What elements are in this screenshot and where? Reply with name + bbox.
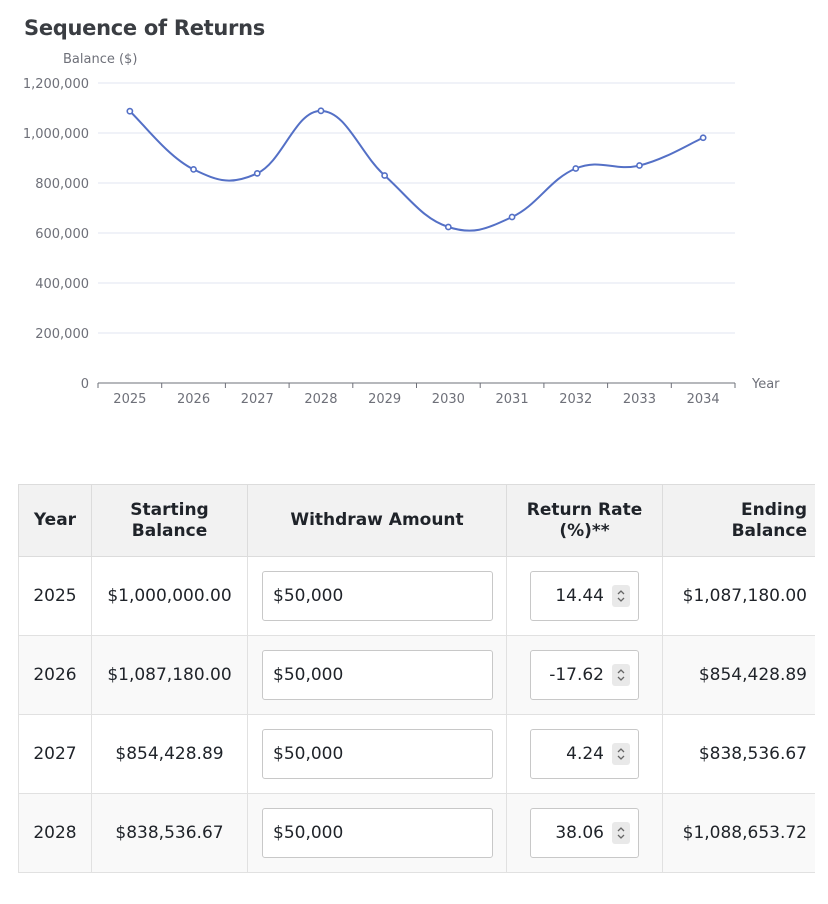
balance-line-chart: 0 200,000 400,000 600,000 800,000 1,000,000 1,… (23, 52, 780, 407)
header-year: Year (18, 484, 92, 557)
x-tick-label: 2026 (177, 392, 210, 407)
cell-withdraw (247, 793, 507, 873)
returns-table: Year Starting Balance Withdraw Amount Ret… (18, 484, 815, 873)
cell-starting-balance: $1,000,000.00 (91, 556, 248, 636)
withdraw-amount-input[interactable] (262, 571, 493, 621)
cell-withdraw (247, 556, 507, 636)
x-tick-label: 2025 (113, 392, 146, 407)
table-row: 2027$854,428.89 4.24 $838,536.67 (18, 714, 815, 794)
data-point (572, 165, 580, 172)
cell-return-rate: 38.06 (506, 793, 663, 873)
x-tick-label: 2028 (304, 392, 337, 407)
table-row: 2028$838,536.67 38.06 $1,088,653.72 (18, 793, 815, 873)
cell-withdraw (247, 635, 507, 715)
y-tick-label: 800,000 (35, 177, 89, 192)
return-rate-input[interactable]: 4.24 (530, 729, 639, 779)
y-tick-label: 1,200,000 (23, 77, 89, 92)
stepper-arrows-icon[interactable] (612, 822, 630, 844)
x-tick-label: 2030 (432, 392, 465, 407)
x-axis-title: Year (751, 377, 780, 392)
cell-ending-balance: $854,428.89 (662, 635, 815, 715)
y-axis-title: Balance ($) (63, 52, 137, 67)
data-point (444, 223, 452, 231)
data-point (636, 162, 643, 169)
data-point (126, 107, 134, 115)
y-tick-label: 0 (81, 377, 89, 392)
x-tick-label: 2031 (496, 392, 529, 407)
withdraw-amount-input[interactable] (262, 808, 493, 858)
return-rate-input[interactable]: -17.62 (530, 650, 639, 700)
data-point (190, 165, 197, 173)
cell-year: 2028 (18, 793, 92, 873)
series-points (126, 107, 707, 231)
returns-table-container: Year Starting Balance Withdraw Amount Ret… (18, 484, 815, 904)
data-point (508, 213, 516, 221)
data-point (381, 172, 389, 179)
withdraw-amount-input[interactable] (262, 650, 493, 700)
y-axis-ticks: 0 200,000 400,000 600,000 800,000 1,000,000 1,… (23, 77, 89, 392)
stepper-arrows-icon[interactable] (612, 585, 630, 607)
y-tick-label: 200,000 (35, 327, 89, 342)
return-rate-input[interactable]: 38.06 (530, 808, 639, 858)
return-rate-value: 14.44 (555, 586, 604, 606)
cell-year: 2026 (18, 635, 92, 715)
y-tick-label: 400,000 (35, 277, 89, 292)
y-gridlines (98, 82, 735, 334)
data-point (253, 169, 261, 177)
header-starting-balance: Starting Balance (91, 484, 248, 557)
return-rate-value: 4.24 (566, 744, 604, 764)
cell-ending-balance: $1,088,653.72 (662, 793, 815, 873)
stepper-arrows-icon[interactable] (612, 743, 630, 765)
x-tick-label: 2029 (368, 392, 401, 407)
cell-ending-balance: $838,536.67 (662, 714, 815, 794)
header-ending-balance: Ending Balance (662, 484, 815, 557)
return-rate-input[interactable]: 14.44 (530, 571, 639, 621)
cell-starting-balance: $838,536.67 (91, 793, 248, 873)
cell-starting-balance: $1,087,180.00 (91, 635, 248, 715)
cell-ending-balance: $1,087,180.00 (662, 556, 815, 636)
cell-return-rate: 14.44 (506, 556, 663, 636)
page-title: Sequence of Returns (24, 16, 265, 40)
return-rate-value: 38.06 (555, 823, 604, 843)
y-tick-label: 1,000,000 (23, 127, 89, 142)
data-point (699, 134, 707, 142)
x-tick-label: 2034 (687, 392, 720, 407)
x-tick-label: 2032 (559, 392, 592, 407)
cell-withdraw (247, 714, 507, 794)
x-tick-label: 2033 (623, 392, 656, 407)
cell-year: 2025 (18, 556, 92, 636)
cell-year: 2027 (18, 714, 92, 794)
series-line (129, 109, 704, 232)
cell-return-rate: -17.62 (506, 635, 663, 715)
return-rate-value: -17.62 (549, 665, 604, 685)
stepper-arrows-icon[interactable] (612, 664, 630, 686)
table-row: 2025$1,000,000.00 14.44 $1,087,180.00 (18, 556, 815, 636)
data-point (317, 107, 325, 115)
cell-return-rate: 4.24 (506, 714, 663, 794)
cell-starting-balance: $854,428.89 (91, 714, 248, 794)
withdraw-amount-input[interactable] (262, 729, 493, 779)
table-header-row: Year Starting Balance Withdraw Amount Ret… (18, 484, 815, 557)
x-axis-ticks: 2025 2026 2027 2028 2029 2030 2031 2032 2033 2034 (97, 383, 736, 407)
header-withdraw-amount: Withdraw Amount (247, 484, 507, 557)
y-tick-label: 600,000 (35, 227, 89, 242)
x-tick-label: 2027 (241, 392, 274, 407)
header-return-rate: Return Rate (%)** (506, 484, 663, 557)
table-row: 2026$1,087,180.00 -17.62 $854,428.89 (18, 635, 815, 715)
